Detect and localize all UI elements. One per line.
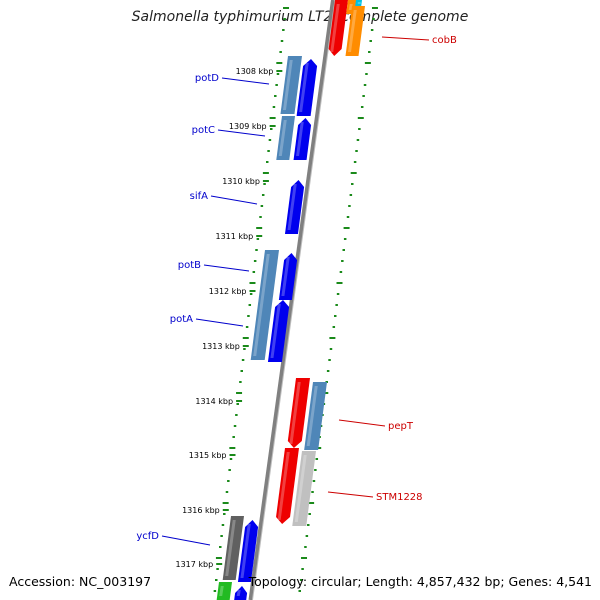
label-potA-leader	[195, 318, 244, 327]
gene-dark-grey	[222, 516, 244, 580]
label-pepT-leader	[338, 419, 386, 427]
label-sifA: sifA	[190, 191, 209, 202]
gene-potB	[278, 253, 298, 300]
gene-cyan-top	[355, 0, 362, 6]
gene-STM1228-shade	[294, 455, 307, 522]
label-cobB-leader	[381, 36, 430, 41]
label-potD: potD	[195, 73, 219, 84]
map-title: Salmonella typhimurium LT2, complete gen…	[131, 9, 469, 25]
gene-blue-bottom	[234, 586, 248, 600]
gene-cyan-top-shade	[357, 2, 361, 4]
gene-dark-grey-shade	[225, 520, 236, 576]
kbp-label: 1309 kbp	[229, 122, 267, 131]
gene-red-pepT	[287, 378, 310, 448]
gene-ycfD-shade	[240, 524, 251, 578]
kbp-label: 1313 kbp	[202, 342, 240, 351]
gene-blue-bottom-shade	[236, 590, 241, 596]
label-sifA-leader	[210, 195, 258, 205]
label-potC: potC	[192, 125, 215, 136]
gene-red-stm	[276, 448, 299, 524]
gene-sifA	[284, 180, 305, 234]
gene-potD-shade	[299, 63, 309, 112]
kbp-label: 1308 kbp	[236, 67, 274, 76]
label-potC-leader	[217, 129, 266, 137]
kbp-label: 1317 kbp	[175, 560, 213, 569]
label-cobB: cobB	[432, 35, 457, 46]
gene-red-pepT-shade	[289, 382, 301, 444]
kbp-label: 1314 kbp	[195, 397, 233, 406]
gene-ycfD	[237, 520, 259, 582]
gene-red-stm-shade	[277, 452, 290, 520]
gene-red-top	[328, 0, 348, 56]
gene-potB-operon	[250, 250, 279, 360]
gene-potC-operon-shade	[278, 120, 287, 156]
gene-features	[216, 0, 365, 600]
gene-STM1228	[292, 451, 316, 526]
label-potA: potA	[170, 314, 193, 325]
label-STM1228-leader	[327, 491, 374, 498]
gene-labels: 1308 kbp 1309 kbp 1310 kbp 1311 kbp 1312 kbp…	[136, 35, 457, 569]
gene-cobB-shade	[348, 10, 357, 52]
kbp-label: 1315 kbp	[189, 451, 227, 460]
gene-pepT-shade	[306, 386, 318, 446]
kbp-label: 1311 kbp	[216, 232, 254, 241]
gene-potA	[267, 300, 290, 362]
gene-potA-shade	[270, 304, 281, 358]
kbp-label: 1310 kbp	[222, 177, 260, 186]
gene-potC	[293, 118, 312, 160]
gene-potD-operon	[280, 56, 302, 114]
gene-potC-shade	[296, 122, 304, 156]
kbp-label: 1312 kbp	[209, 287, 247, 296]
label-STM1228: STM1228	[376, 492, 423, 503]
topology-text: Topology: circular; Length: 4,857,432 bp…	[248, 574, 592, 589]
gene-green-shade	[219, 586, 224, 596]
gene-potD	[296, 59, 318, 116]
gene-sifA-shade	[287, 184, 297, 230]
tick-marks	[213, 7, 378, 592]
accession-text: Accession: NC_003197	[9, 574, 152, 589]
gene-potD-operon-shade	[282, 60, 293, 110]
kbp-label: 1316 kbp	[182, 506, 220, 515]
gene-pepT	[304, 382, 327, 450]
label-potB: potB	[178, 260, 201, 271]
gene-potB-operon-shade	[253, 254, 270, 356]
label-pepT: pepT	[388, 421, 414, 432]
label-potB-leader	[203, 264, 250, 272]
label-ycfD-leader	[161, 535, 211, 546]
label-potD-leader	[221, 77, 270, 85]
gene-potB-shade	[281, 257, 290, 296]
gene-cobB	[345, 6, 365, 56]
gene-potC-operon	[276, 116, 295, 160]
label-ycfD: ycfD	[136, 531, 159, 542]
backbone-highlight	[252, 0, 336, 600]
gene-red-top-shade	[330, 4, 340, 52]
gene-green	[216, 582, 232, 600]
